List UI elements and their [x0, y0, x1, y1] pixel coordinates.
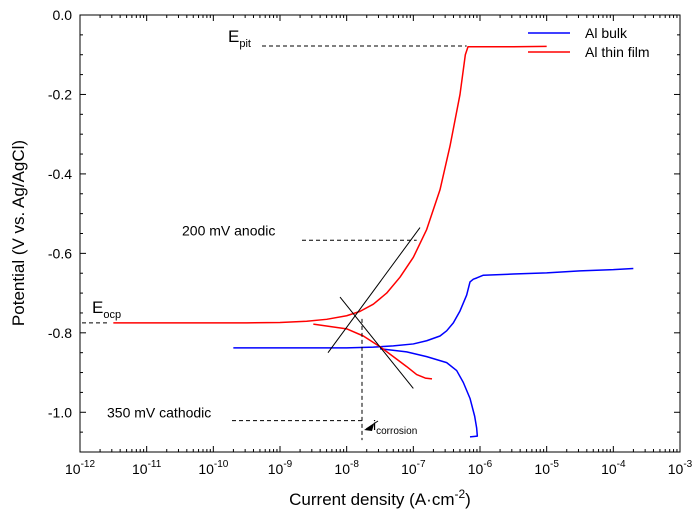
cathodic-tafel-line	[339, 296, 414, 389]
x-tick-label: 10-11	[132, 459, 162, 477]
series-line-al-bulk-cathodic	[379, 347, 479, 438]
series-layer	[113, 45, 634, 438]
eocp-label: Eocp	[92, 298, 121, 321]
x-tick-labels: 10-12 10-11 10-10 10-9 10-8 10-7 10-6 10-5 10-4 1…	[65, 459, 693, 477]
y-tick-label: 0.0	[53, 7, 73, 23]
y-tick-label: -0.6	[48, 245, 72, 261]
plot-frame	[79, 14, 681, 453]
y-tick-label: -1.0	[48, 404, 72, 420]
series-line-al-thin-film-anodic	[113, 45, 547, 324]
anodic-200mv-label: 200 mV anodic	[182, 222, 275, 238]
icorr-arrow-head	[364, 424, 374, 431]
tick-marks	[79, 14, 681, 453]
x-tick-label: 10-4	[601, 459, 626, 477]
x-tick-label: 10-3	[668, 459, 693, 477]
x-tick-label: 10-12	[65, 459, 95, 477]
y-tick-label: -0.4	[48, 166, 72, 182]
series-line-al-bulk-anodic	[233, 267, 634, 349]
y-tick-labels: 0.0 -0.2 -0.4 -0.6 -0.8 -1.0	[48, 7, 72, 420]
series-line-al-thin-film-cathodic	[313, 323, 433, 380]
annotation-layer: Epit 200 mV anodic Eocp 350 mV cathodic icor…	[82, 27, 467, 441]
x-tick-label: 10-10	[198, 459, 228, 477]
cathodic-350mv-label: 350 mV cathodic	[107, 405, 211, 421]
epit-label: Epit	[228, 27, 251, 50]
x-tick-label: 10-9	[268, 459, 293, 477]
legend-label-al-bulk: Al bulk	[585, 25, 628, 41]
legend: Al bulk Al thin film	[528, 25, 650, 60]
icorr-label: icorrosion	[373, 417, 417, 437]
y-tick-label: -0.2	[48, 86, 72, 102]
y-axis-title: Potential (V vs. Ag/AgCl)	[9, 140, 28, 326]
x-tick-label: 10-7	[401, 459, 426, 477]
x-tick-label: 10-8	[334, 459, 359, 477]
legend-label-al-thin-film: Al thin film	[585, 44, 650, 60]
x-axis-title: Current density (A·cm-2)	[289, 487, 471, 509]
anodic-tafel-line	[327, 227, 421, 353]
y-tick-label: -0.8	[48, 325, 72, 341]
x-tick-label: 10-5	[534, 459, 559, 477]
x-tick-label: 10-6	[468, 459, 493, 477]
